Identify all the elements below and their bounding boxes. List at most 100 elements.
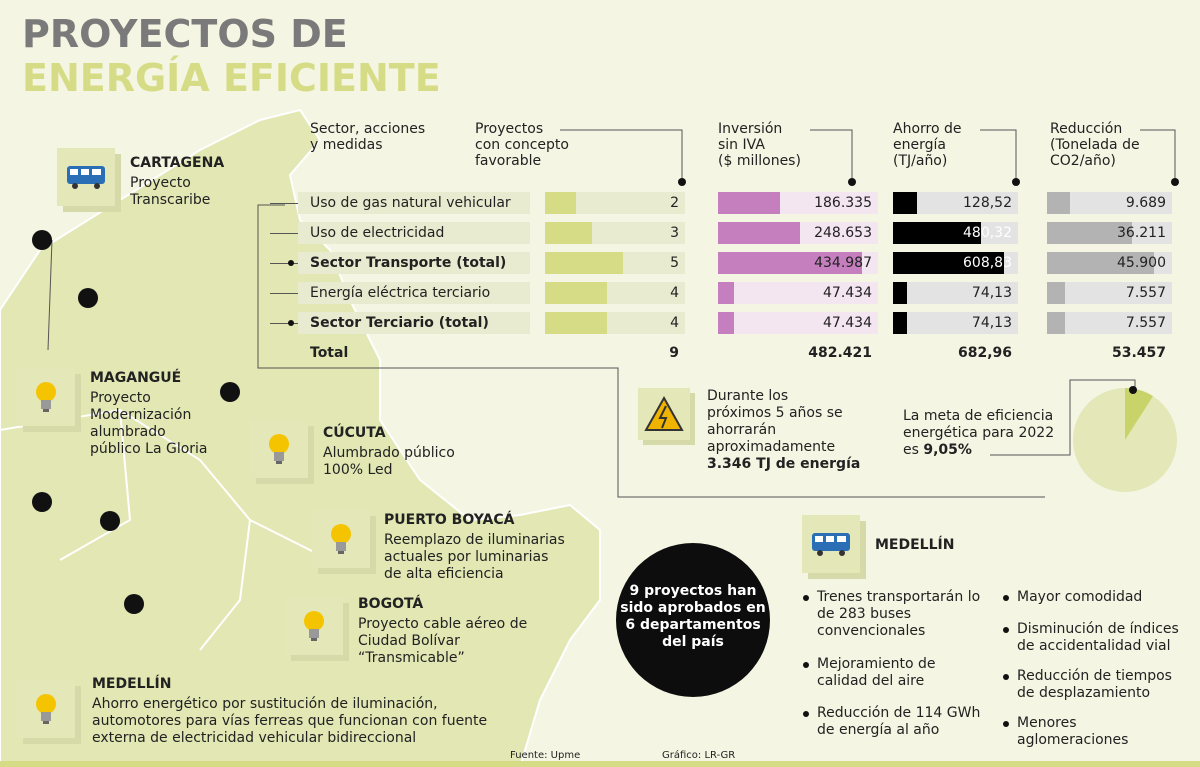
investment-bar [718, 282, 734, 304]
projects-bar [545, 282, 608, 304]
city-description: Proyecto cable aéreo de Ciudad Bolívar “… [358, 616, 528, 666]
benefit-bullet [803, 662, 809, 668]
investment-total: 482.421 [808, 345, 872, 361]
medellin-title: MEDELLÍN [875, 537, 955, 553]
investment-value: 186.335 [814, 195, 872, 211]
energy-bar [893, 192, 917, 214]
bus-icon [812, 533, 850, 556]
projects-bar [545, 192, 577, 214]
reduction-bar [1047, 312, 1065, 334]
investment-value: 434.987 [814, 255, 872, 271]
column-header: Inversión sin IVA ($ millones) [718, 121, 801, 169]
reduction-total: 53.457 [1111, 345, 1166, 361]
reduction-bar [1047, 252, 1155, 274]
benefit: Mayor comodidad [1017, 589, 1143, 605]
energy-value: 128,52 [963, 195, 1012, 211]
benefit-bullet [1003, 595, 1009, 601]
map-dot [100, 511, 120, 531]
map-dot [78, 288, 98, 308]
projects-cell: 3 [545, 222, 685, 244]
bus-icon-box [802, 515, 860, 573]
city-name: CÚCUTA [323, 425, 386, 441]
map-dot [220, 382, 240, 402]
projects-value: 5 [670, 255, 679, 271]
investment-cell: 434.987 [718, 252, 878, 274]
benefit: Reducción de 114 GWh de energía al año [817, 705, 981, 738]
investment-bar [718, 222, 801, 244]
energy-cell: 128,52 [893, 192, 1018, 214]
city-description: Ahorro energético por sustitución de ilu… [92, 696, 488, 746]
row-label: Sector Transporte (total) [310, 255, 507, 271]
title: ENERGÍA EFICIENTE [22, 56, 441, 100]
approved-text: 9 proyectos han sido aprobados en 6 depa… [620, 583, 766, 650]
row-label-box [298, 282, 530, 304]
reduction-value: 7.557 [1125, 315, 1166, 331]
city-description: Reemplazo de iluminarias actuales por lu… [384, 532, 565, 582]
row-label-box [298, 222, 530, 244]
city-name: PUERTO BOYACÁ [384, 512, 515, 528]
city-icon [57, 148, 115, 206]
bulb-icon [304, 611, 324, 641]
city-name: BOGOTÁ [358, 596, 424, 612]
goal-pie [1073, 386, 1177, 492]
row-label: Uso de electricidad [310, 225, 445, 241]
reduction-value: 9.689 [1125, 195, 1166, 211]
reduction-value: 36.211 [1117, 225, 1166, 241]
projects-value: 4 [670, 315, 679, 331]
investment-cell: 186.335 [718, 192, 878, 214]
projects-bar [545, 252, 623, 274]
benefit: Mejoramiento de calidad del aire [817, 656, 936, 689]
savings-highlight: 3.346 TJ de energía [707, 456, 861, 472]
investment-bar [718, 192, 780, 214]
investment-cell: 47.434 [718, 312, 878, 334]
city-description: Proyecto Modernización alumbrado público… [90, 390, 208, 457]
row-connector [270, 203, 298, 204]
city-icon [285, 597, 343, 655]
row-connector [270, 233, 298, 234]
row-connector [270, 263, 298, 264]
reduction-value: 45.900 [1117, 255, 1166, 271]
map-dot [32, 492, 52, 512]
benefit-bullet [1003, 674, 1009, 680]
investment-value: 47.434 [823, 285, 872, 301]
savings-note: Durante los próximos 5 años se ahorrarán… [707, 388, 843, 455]
projects-value: 3 [670, 225, 679, 241]
energy-value: 74,13 [971, 285, 1012, 301]
reduction-cell: 9.689 [1047, 192, 1172, 214]
energy-bar [893, 252, 1005, 274]
benefit-bullet [803, 711, 809, 717]
benefit: Disminución de índices de accidentalidad… [1017, 621, 1179, 654]
projects-total: 9 [669, 345, 679, 361]
projects-cell: 4 [545, 312, 685, 334]
column-header: Reducción (Tonelada de CO2/año) [1050, 121, 1140, 169]
row-connector [270, 293, 298, 294]
goal-text: La meta de eficiencia energética para 20… [903, 408, 1055, 458]
goal-value: 9,05% [923, 442, 972, 458]
row-label-box [298, 252, 530, 274]
projects-value: 2 [670, 195, 679, 211]
row-connector [270, 323, 298, 324]
energy-cell: 74,13 [893, 282, 1018, 304]
benefit: Reducción de tiempos de desplazamiento [1017, 668, 1172, 701]
reduction-cell: 7.557 [1047, 312, 1172, 334]
city-name: MAGANGUÉ [90, 370, 182, 386]
credit: Gráfico: LR-GR [662, 750, 736, 761]
reduction-bar [1047, 192, 1070, 214]
source: Fuente: Upme [510, 750, 581, 761]
energy-value: 74,13 [971, 315, 1012, 331]
warning-icon [644, 395, 684, 431]
reduction-bar [1047, 222, 1132, 244]
pie-dot [1129, 386, 1137, 394]
reduction-cell: 7.557 [1047, 282, 1172, 304]
benefit-bullet [1003, 721, 1009, 727]
row-label-box [298, 192, 530, 214]
row-dot [288, 320, 294, 326]
reduction-cell: 36.211 [1047, 222, 1172, 244]
city-description: Proyecto Transcaribe [130, 175, 211, 208]
bulb-icon [36, 694, 56, 724]
reduction-cell: 45.900 [1047, 252, 1172, 274]
investment-cell: 248.653 [718, 222, 878, 244]
row-dot [288, 260, 294, 266]
row-label: Sector Terciario (total) [310, 315, 489, 331]
city-description: Alumbrado público 100% Led [323, 445, 455, 478]
